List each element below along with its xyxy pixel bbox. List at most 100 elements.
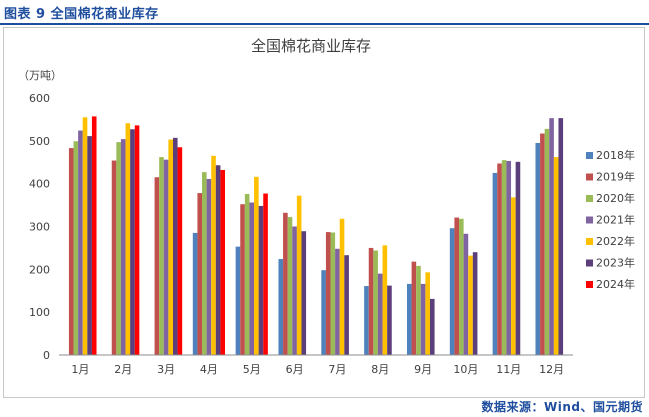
chart-frame: 全国棉花商业库存 （万吨） 0 100 200 300 400 500 600 1月 2月 3月…	[3, 27, 645, 398]
x-tick-label: 5月	[243, 363, 261, 376]
legend-item-2018: 2018年	[586, 148, 635, 162]
bar-2023-9	[429, 298, 435, 355]
bar-2021-9	[420, 283, 426, 355]
bar-2024-1	[91, 116, 97, 355]
bar-2018-8	[364, 286, 369, 355]
x-tick-label: 7月	[328, 363, 346, 376]
bar-2021-11	[506, 160, 512, 355]
x-tick-label: 8月	[371, 363, 389, 376]
legend-swatch	[586, 281, 593, 288]
bar-2024-2	[134, 125, 140, 355]
bar-2021-1	[78, 130, 83, 355]
bar-2019-5	[240, 204, 245, 355]
bar-2018-7	[321, 270, 326, 355]
legend-item-2019: 2019年	[586, 170, 635, 184]
legend-item-2021: 2021年	[586, 213, 635, 227]
bar-2018-6	[278, 259, 284, 355]
bar-2022-11	[511, 197, 516, 355]
bar-2020-2	[116, 142, 121, 355]
bar-2019-8	[368, 247, 374, 355]
bar-2024-4	[220, 169, 226, 355]
bar-2019-12	[540, 133, 545, 355]
bar-2023-5	[258, 205, 264, 355]
bar-2024-3	[177, 147, 183, 355]
series-2023	[87, 118, 564, 355]
y-tick-label: 100	[29, 306, 50, 319]
bar-2020-5	[244, 193, 250, 355]
bar-2019-6	[283, 212, 288, 355]
bar-2023-3	[172, 137, 178, 355]
bar-2022-3	[168, 139, 173, 355]
bar-2020-3	[159, 157, 164, 355]
bar-2023-6	[301, 231, 307, 355]
title-underline	[0, 23, 649, 25]
bar-2020-11	[501, 160, 507, 355]
bar-2023-4	[215, 165, 221, 355]
legend-item-2023: 2023年	[586, 256, 635, 270]
bar-2019-2	[111, 160, 117, 355]
legend: 2018年 2019年 2020年 2021年 2022年 2023年 2024年	[586, 148, 635, 291]
bar-2019-7	[325, 232, 331, 355]
series-2019	[68, 133, 545, 355]
bar-2018-12	[535, 142, 541, 355]
bar-2020-10	[459, 218, 464, 355]
y-axis-unit-label: （万吨）	[18, 69, 62, 82]
bar-2021-12	[549, 118, 554, 355]
bar-2020-12	[544, 128, 550, 355]
legend-swatch	[586, 152, 593, 159]
legend-swatch	[586, 238, 593, 245]
bar-chart: 全国棉花商业库存 （万吨） 0 100 200 300 400 500 600 1月 2月 3月…	[18, 37, 635, 376]
bar-2023-7	[344, 255, 349, 355]
bar-2022-4	[211, 155, 216, 355]
legend-label: 2022年	[596, 234, 635, 248]
y-tick-label: 500	[29, 135, 50, 148]
series-2022	[82, 117, 559, 356]
bar-2021-4	[206, 178, 212, 355]
bar-2018-11	[492, 172, 498, 355]
bar-series-group	[68, 116, 564, 356]
bar-2023-12	[558, 118, 564, 355]
bar-2023-10	[472, 252, 478, 355]
series-2024	[91, 116, 268, 355]
bar-2023-8	[387, 285, 392, 355]
x-tick-label: 9月	[414, 363, 432, 376]
legend-swatch	[586, 259, 593, 267]
bar-2021-8	[377, 273, 383, 355]
y-tick-label: 600	[29, 92, 50, 105]
bar-2022-8	[382, 245, 388, 355]
bar-2020-7	[330, 232, 336, 355]
bar-2021-2	[120, 139, 126, 355]
legend-label: 2018年	[596, 148, 635, 162]
series-2018	[192, 142, 541, 355]
legend-swatch	[586, 216, 593, 224]
x-tick-label: 12月	[539, 363, 564, 376]
x-tick-label: 1月	[71, 363, 89, 376]
bar-2019-1	[68, 148, 74, 355]
legend-label: 2023年	[596, 256, 635, 270]
bar-2024-5	[263, 193, 268, 355]
bar-2018-10	[449, 228, 455, 355]
bar-2019-4	[197, 193, 203, 355]
series-2021	[78, 118, 554, 355]
bar-2021-5	[249, 202, 255, 355]
bar-2022-9	[425, 272, 430, 355]
bar-2018-4	[192, 232, 198, 355]
x-tick-label: 11月	[496, 363, 521, 376]
x-tick-label: 3月	[157, 363, 175, 376]
x-tick-label: 2月	[114, 363, 132, 376]
legend-label: 2021年	[596, 213, 635, 227]
bar-2018-9	[406, 283, 412, 355]
y-tick-label: 300	[29, 221, 50, 234]
legend-label: 2019年	[596, 170, 635, 184]
bar-2019-9	[411, 261, 417, 355]
legend-label: 2020年	[596, 191, 635, 205]
bar-2020-9	[416, 265, 421, 355]
legend-item-2024: 2024年	[586, 277, 635, 291]
legend-swatch	[586, 173, 593, 181]
x-tick-label: 10月	[453, 363, 478, 376]
figure-label: 图表 9 全国棉花商业库存	[4, 7, 159, 22]
bar-2023-2	[130, 129, 135, 355]
bar-2023-11	[515, 161, 521, 355]
bar-2023-1	[87, 136, 92, 355]
bar-2020-4	[202, 172, 207, 355]
